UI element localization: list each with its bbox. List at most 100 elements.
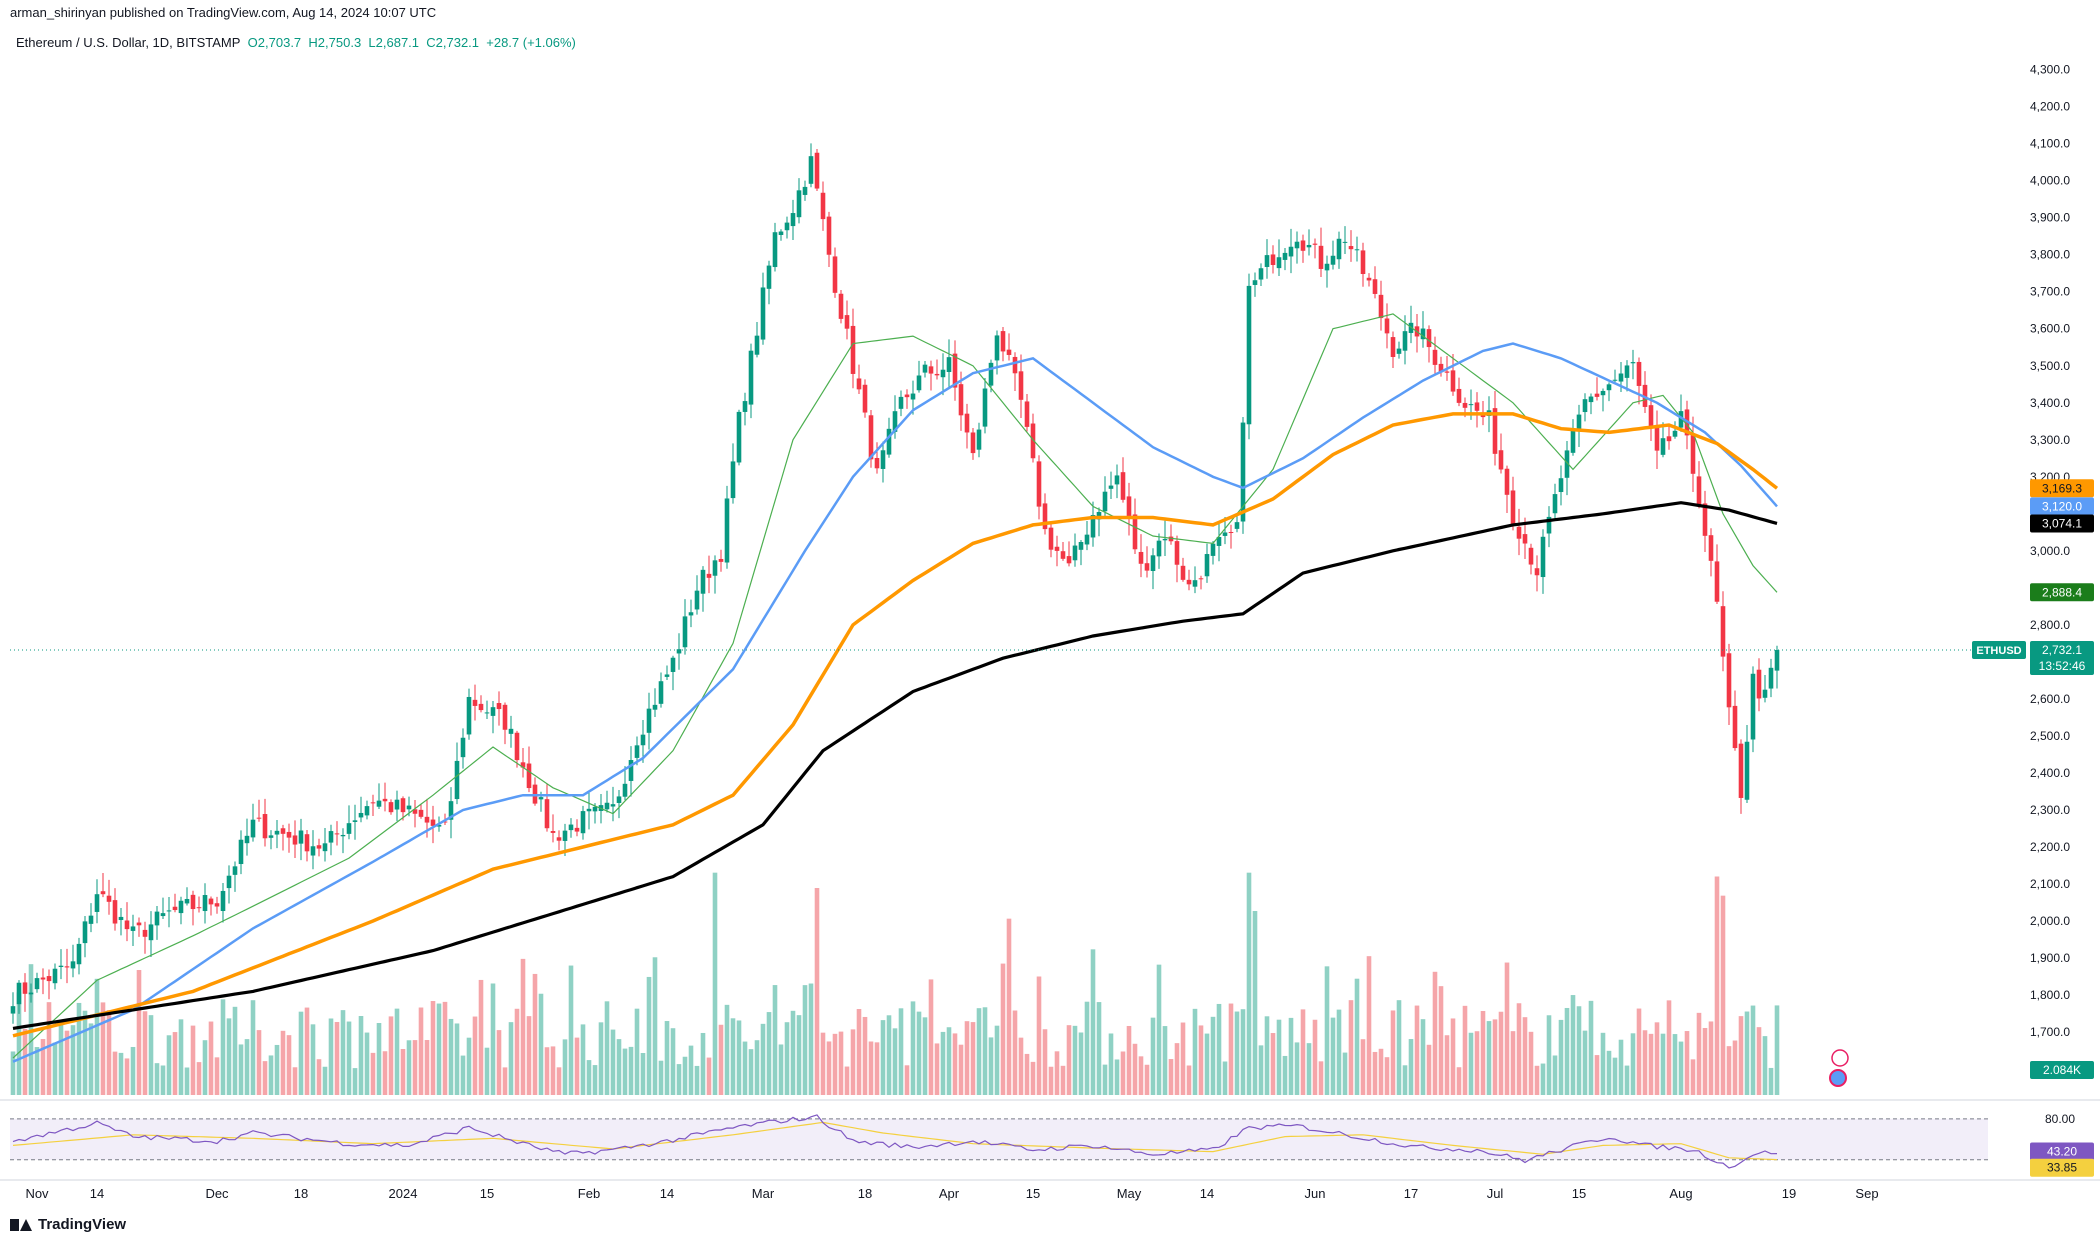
candle-body: [118, 916, 124, 921]
candle-body: [712, 560, 718, 576]
volume-bar: [1480, 1010, 1486, 1095]
candle-body: [40, 977, 46, 980]
volume-bar: [1384, 1057, 1390, 1095]
candle-body: [160, 913, 166, 917]
candle-body: [970, 432, 976, 454]
candle-body: [1480, 414, 1486, 418]
candle-body: [172, 906, 178, 911]
volume-bar: [706, 1057, 712, 1095]
volume-bar: [1258, 1045, 1264, 1095]
volume-bar: [1456, 1067, 1462, 1095]
volume-bar: [10, 1051, 16, 1095]
volume-bar: [394, 1008, 400, 1095]
candle-body: [1294, 241, 1300, 249]
volume-bar: [1312, 1019, 1318, 1095]
candle-body: [370, 802, 376, 804]
volume-bar: [1300, 1009, 1306, 1095]
volume-bar: [232, 1006, 238, 1095]
volume-bar: [1744, 1011, 1750, 1095]
candle-body: [1186, 579, 1192, 585]
volume-bar: [616, 1039, 622, 1095]
candle-body: [508, 728, 514, 734]
candle-body: [1456, 388, 1462, 403]
volume-bar: [688, 1045, 694, 1095]
candle-body: [820, 192, 826, 220]
volume-bar: [1042, 1029, 1048, 1095]
candle-body: [1246, 285, 1252, 425]
candle-body: [652, 704, 658, 710]
volume-bar: [508, 1022, 514, 1095]
candle-body: [586, 808, 592, 812]
candle-body: [514, 732, 520, 761]
volume-bar: [370, 1052, 376, 1095]
candle-body: [1768, 667, 1774, 689]
candle-body: [940, 369, 946, 378]
candle-body: [1144, 563, 1150, 571]
candle-body: [466, 696, 472, 735]
volume-bar: [142, 1011, 148, 1095]
volume-bar: [1066, 1025, 1072, 1095]
volume-bar: [1096, 1002, 1102, 1095]
volume-bar: [1420, 1019, 1426, 1095]
candle-body: [1120, 472, 1126, 500]
candle-body: [634, 745, 640, 758]
candle-body: [1000, 331, 1006, 352]
candle-body: [1594, 393, 1600, 397]
volume-bar: [1294, 1042, 1300, 1095]
volume-bar: [220, 999, 226, 1095]
ma20-line: [12, 313, 1778, 1059]
volume-bar: [178, 1019, 184, 1095]
time-tick-label: Mar: [752, 1186, 775, 1201]
candle-body: [376, 800, 382, 807]
candle-body: [1090, 515, 1096, 538]
price-tick-label: 3,700.0: [2030, 285, 2070, 299]
candle-body: [568, 824, 574, 831]
volume-bar: [694, 1065, 700, 1095]
volume-bar: [1018, 1037, 1024, 1095]
candle-body: [1354, 249, 1360, 251]
candle-body: [442, 821, 448, 823]
volume-bar: [238, 1044, 244, 1095]
volume-bar: [814, 888, 820, 1095]
candle-body: [280, 828, 286, 834]
volume-bar: [748, 1049, 754, 1095]
volume-bar: [994, 1025, 1000, 1095]
candle-body: [112, 900, 118, 924]
candle-body: [1516, 526, 1522, 539]
volume-bar: [718, 1024, 724, 1095]
candle-body: [550, 831, 556, 833]
volume-bar: [1084, 1001, 1090, 1095]
volume-bar: [1534, 1065, 1540, 1095]
volume-bar: [1378, 1048, 1384, 1095]
volume-bar: [1132, 1043, 1138, 1095]
volume-bar: [1090, 949, 1096, 1095]
candle-body: [1060, 551, 1066, 559]
candle-body: [1678, 411, 1684, 428]
volume-bar: [1600, 1032, 1606, 1095]
volume-bar: [1348, 1000, 1354, 1095]
candle-body: [628, 760, 634, 781]
candle-body: [1510, 490, 1516, 525]
candle-body: [544, 799, 550, 829]
candle-body: [310, 846, 316, 856]
candle-body: [958, 384, 964, 416]
volume-bar: [856, 1009, 862, 1095]
candle-body: [1324, 263, 1330, 271]
volume-bar: [124, 1058, 130, 1095]
volume-bar: [1438, 986, 1444, 1095]
candle-body: [640, 734, 646, 746]
volume-bar: [1468, 1032, 1474, 1095]
candle-body: [916, 375, 922, 391]
ma100-value-tag: 3,169.3: [2030, 479, 2094, 498]
volume-bar: [766, 1012, 772, 1095]
candle-body: [520, 762, 526, 768]
time-tick-label: Jun: [1305, 1186, 1326, 1201]
volume-bar: [1702, 1027, 1708, 1095]
candle-body: [1084, 534, 1090, 545]
time-tick-label: Nov: [25, 1186, 49, 1201]
volume-bar: [82, 1010, 88, 1095]
rsi-value-text: 43.20: [2047, 1144, 2077, 1158]
volume-bar: [328, 1018, 334, 1095]
volume-value-tag: 2.084K: [2030, 1061, 2094, 1079]
